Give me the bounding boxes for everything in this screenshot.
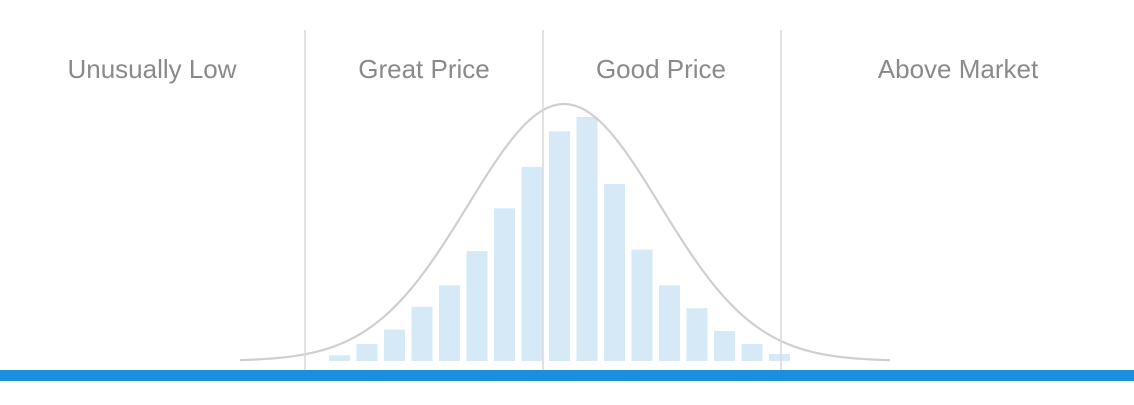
histogram-bar (356, 343, 378, 361)
zone-label-good-price: Good Price (596, 54, 726, 84)
baseline-layer (0, 370, 1134, 381)
zone-label-above-market: Above Market (878, 54, 1039, 84)
histogram-bar (769, 353, 790, 361)
histogram-bar (521, 166, 543, 361)
histogram-bar (714, 331, 735, 361)
histogram-bar (741, 343, 763, 361)
histogram-bar (659, 285, 680, 361)
dividers-layer (304, 30, 782, 372)
zone-label-great-price: Great Price (358, 54, 490, 84)
histogram-bar (549, 131, 570, 361)
zone-labels: Unusually Low Great Price Good Price Abo… (67, 54, 1039, 84)
histogram-bar (494, 208, 515, 361)
histogram-bar (439, 285, 460, 361)
histogram-bar (329, 355, 350, 361)
histogram-bar (411, 306, 433, 361)
baseline-bar (0, 370, 1134, 381)
histogram-bar (466, 251, 488, 361)
histogram-bar (686, 308, 708, 361)
histogram-bar (384, 329, 405, 361)
histogram-bar (576, 117, 598, 361)
zone-label-unusually-low: Unusually Low (67, 54, 236, 84)
bars-layer (329, 117, 790, 361)
histogram-bar (604, 184, 625, 361)
histogram-bar (631, 249, 653, 361)
